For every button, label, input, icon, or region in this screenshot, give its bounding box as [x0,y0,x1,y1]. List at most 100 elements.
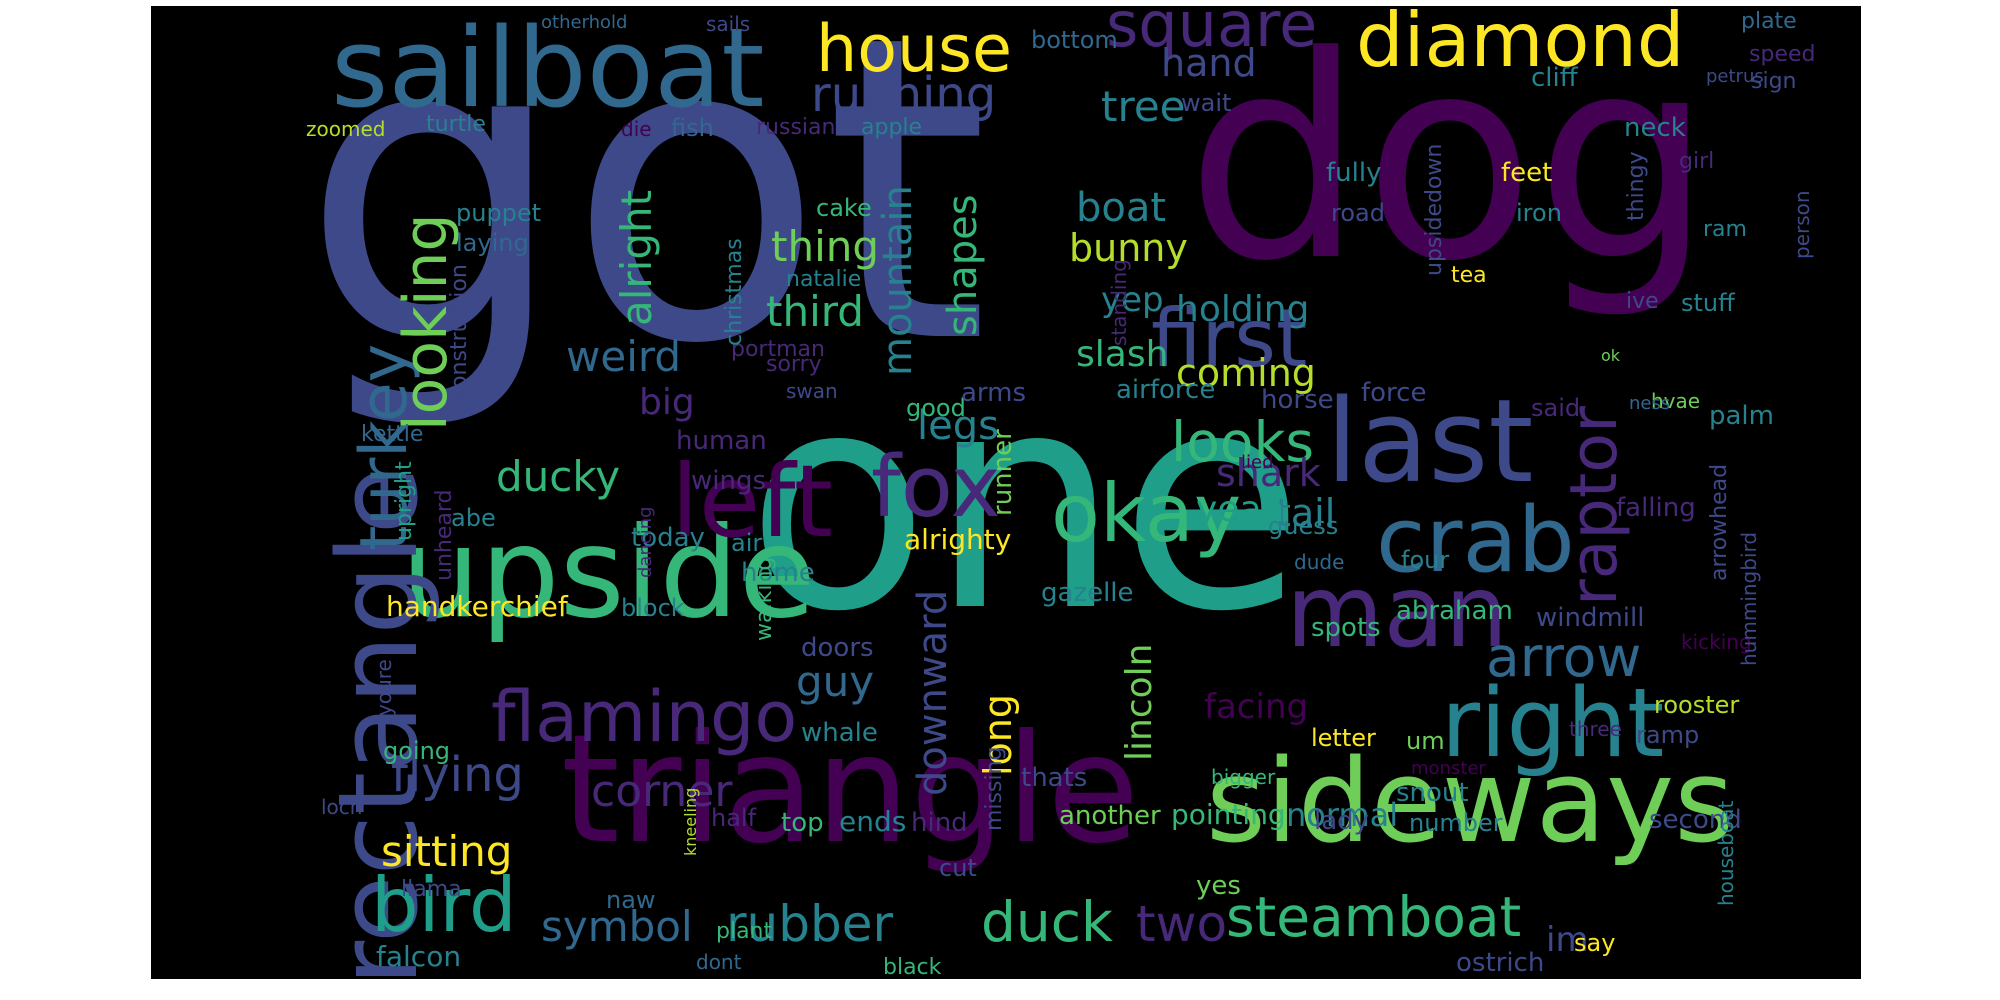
word-lied: lied [1241,452,1274,473]
word-yeah: yeah [1196,489,1284,530]
word-lincoln: lincoln [1119,644,1160,761]
word-ostrich: ostrich [1456,948,1544,978]
word-hvae: hvae [1651,389,1700,413]
word-weird: weird [566,332,681,381]
word-turkey: turkey [347,344,422,551]
word-houseboat: houseboat [1714,801,1738,907]
word-rectangle: rectangle [314,467,442,979]
word-corner: corner [591,766,733,817]
word-windmill: windmill [1536,603,1644,633]
word-facing: facing [1204,687,1308,727]
word-portman: portman [731,337,825,362]
word-hand: hand [1161,41,1257,85]
word-kneeling: kneeling [681,788,700,856]
word-downward: downward [910,590,956,796]
word-good: good [906,394,966,422]
word-mountain: mountain [875,185,921,376]
word-triangle: triangle [561,703,1139,877]
word-bird: bird [371,861,517,949]
word-one: one [746,328,1304,677]
word-naw: naw [606,886,656,914]
word-big: big [639,382,695,423]
word-ive: ive [1626,289,1659,314]
word-legs: legs [917,403,999,449]
word-horse: horse [1261,385,1334,415]
word-first: first [1151,292,1307,385]
word-apple: apple [861,115,922,140]
word-neck: neck [1624,113,1686,143]
word-cloud-canvas: got one dog triangle sailboat upside sideways r… [151,6,1861,979]
word-dancing: dancing [635,506,656,578]
word-another: another [1059,801,1161,831]
word-missing: missing [982,747,1007,832]
word-petrus: petrus [1706,66,1764,87]
word-otherhold: otherhold [541,12,627,33]
word-house: house [816,12,1012,87]
word-symbol: symbol [541,902,693,951]
word-hummingbird: hummingbird [1737,532,1761,666]
word-palm: palm [1709,401,1774,431]
word-plant: plant [716,919,773,944]
word-human: human [676,426,767,456]
word-coming: coming [1176,351,1316,395]
word-rooster: rooster [1654,691,1739,719]
word-hind: hind [911,808,968,838]
word-im: im [1546,920,1589,960]
word-falling: falling [1616,493,1696,523]
word-kicking: kicking [1681,630,1752,654]
word-handkerchief: handkerchief [386,590,569,623]
word-bottom: bottom [1031,26,1118,54]
word-person: person [1790,190,1814,259]
word-whale: whale [801,718,878,748]
word-letter: letter [1311,724,1376,752]
word-wings: wings [691,466,766,496]
word-running: running [811,67,996,123]
word-number: number [1409,809,1503,837]
word-arrowhead: arrowhead [1707,464,1732,581]
word-ends: ends [839,805,906,838]
word-sorry: sorry [766,352,822,377]
word-monster: monster [1411,758,1486,779]
word-cliff: cliff [1531,63,1579,93]
word-sails: sails [706,12,750,36]
word-laying: laying [456,229,529,257]
word-yes: yes [1196,871,1241,901]
word-fully: fully [1326,158,1381,188]
word-upright: upright [392,461,417,541]
word-bunny: bunny [1069,226,1188,270]
word-tail: tail [1276,491,1335,535]
word-iron: iron [1516,199,1562,227]
word-puppet: puppet [456,199,541,227]
word-man: man [1286,553,1508,670]
word-christmas: christmas [722,238,747,346]
word-swan: swan [786,379,838,403]
word-said: said [1531,394,1580,422]
word-four: four [1401,546,1449,574]
word-speed: speed [1749,42,1815,67]
word-standing: standing [1107,259,1131,346]
word-diamond: diamond [1356,6,1685,84]
word-flying: flying [391,747,524,803]
word-raptor: raptor [1557,406,1632,606]
word-crab: crab [1376,488,1575,593]
word-plate: plate [1741,9,1797,34]
word-kettle: kettle [361,422,423,447]
word-doors: doors [801,633,874,663]
word-last: last [1326,375,1533,509]
word-ramp: ramp [1636,721,1699,749]
word-thingy: thingy [1624,151,1649,221]
word-cut: cut [939,854,977,882]
word-thing: thing [771,222,879,271]
word-runner: runner [988,429,1018,516]
word-upsidedown: upsidedown [1422,144,1447,276]
word-black: black [883,955,942,979]
word-square: square [1106,6,1317,61]
word-feet: feet [1501,158,1552,188]
word-shapes: shapes [940,194,986,336]
word-dude: dude [1294,550,1344,574]
word-girl: girl [1679,149,1714,174]
word-fox: fox [871,438,1001,537]
word-lady: lady [1314,806,1369,836]
word-air: air [731,529,762,557]
